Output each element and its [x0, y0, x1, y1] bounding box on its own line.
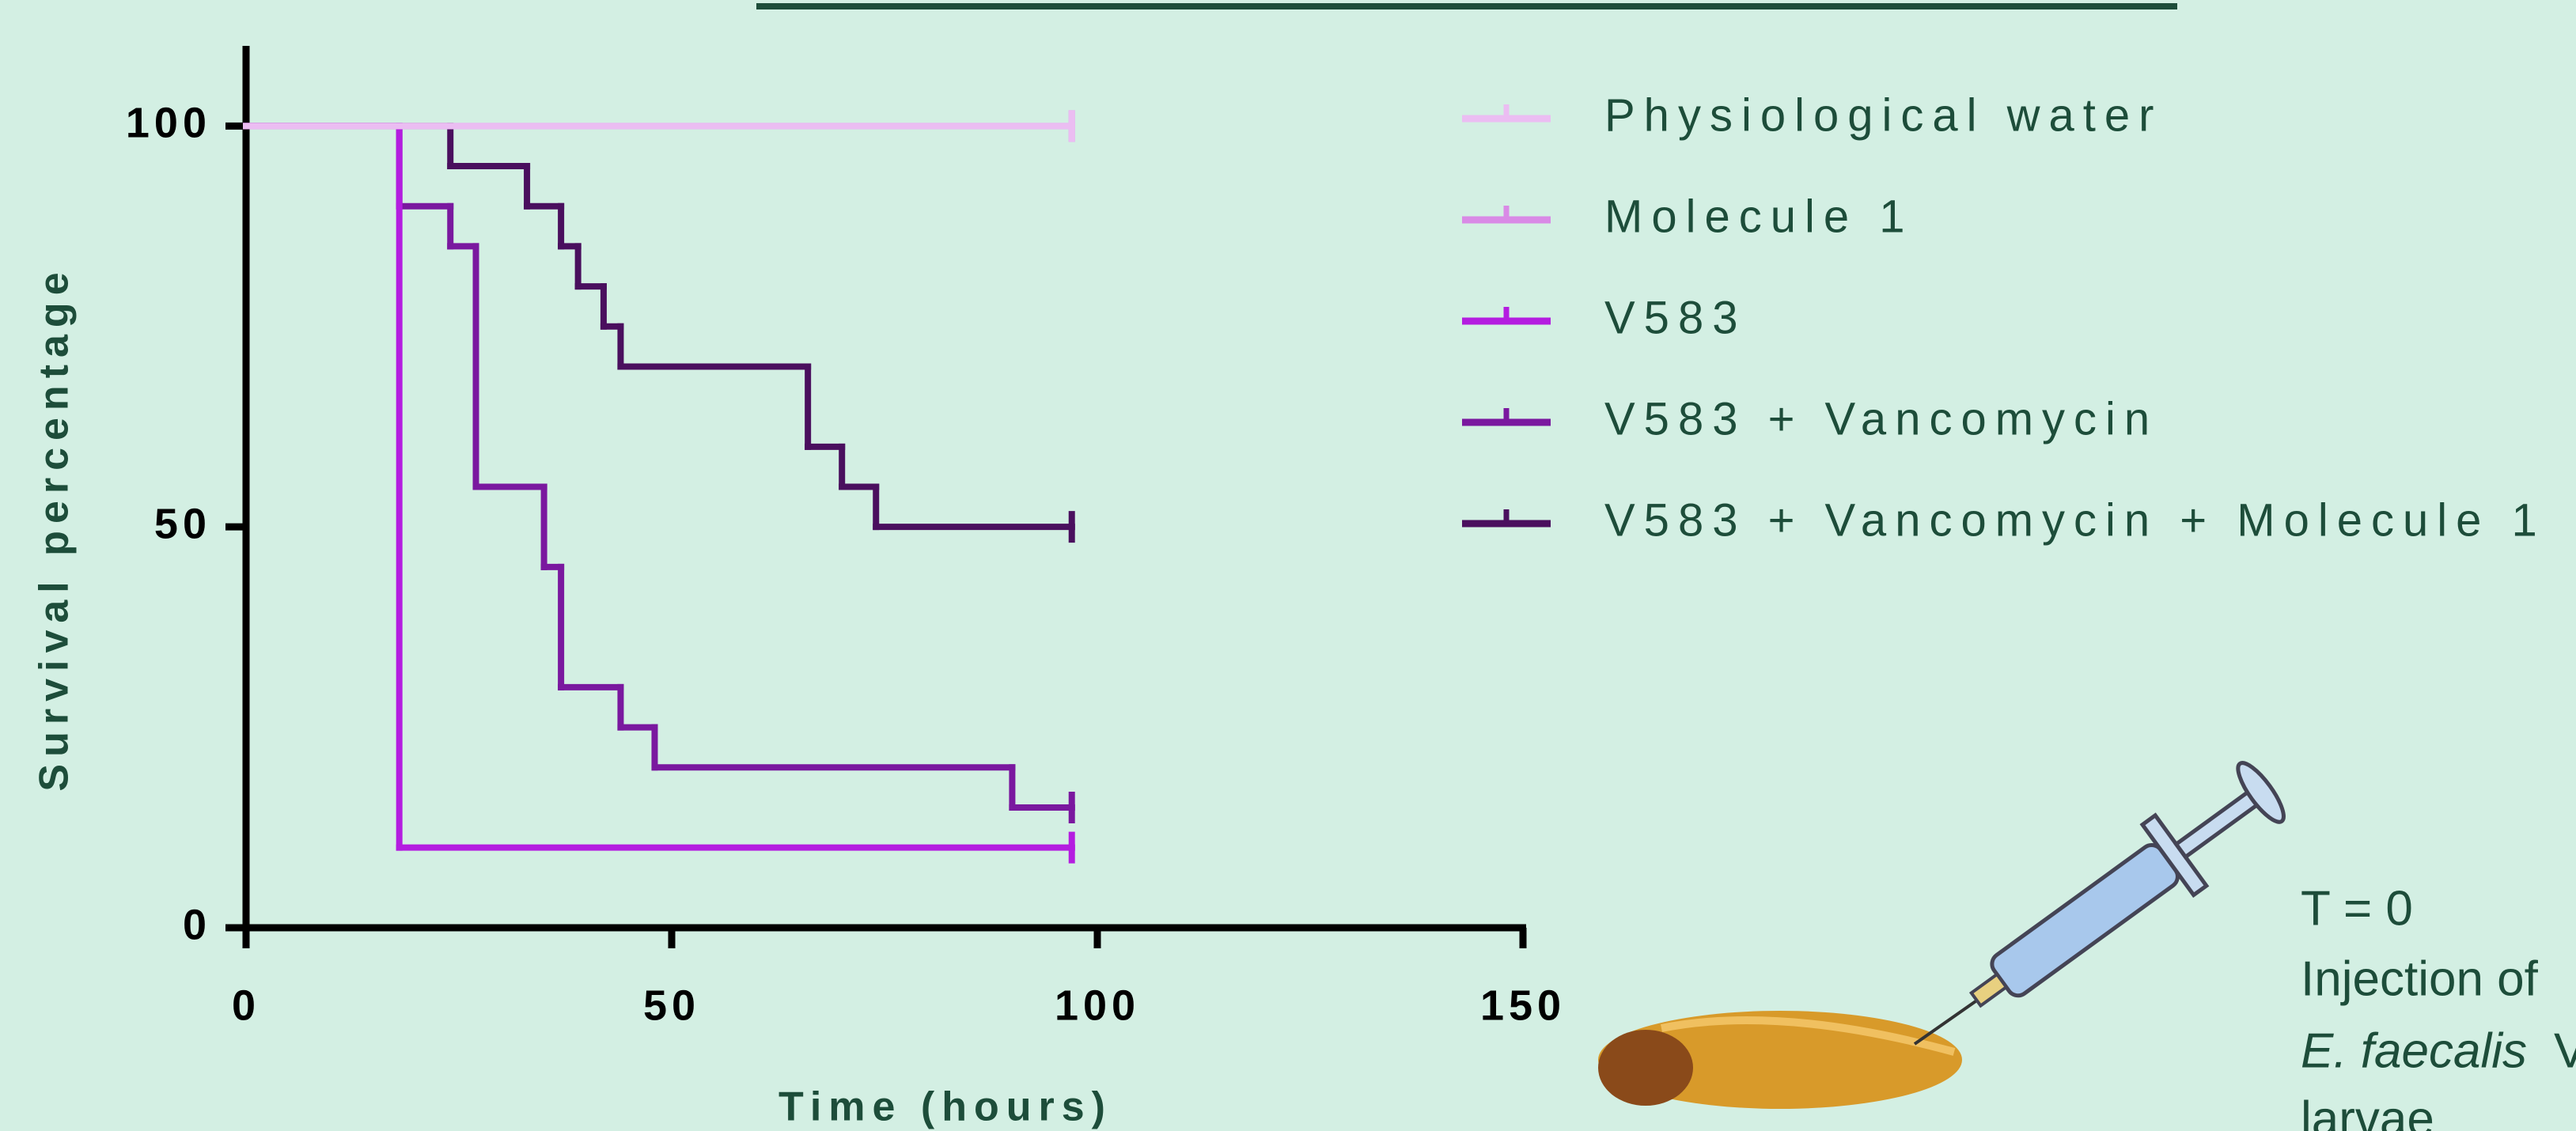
annotation: Injection of: [2301, 951, 2539, 1006]
x-tick-label: 100: [1055, 982, 1140, 1029]
x-tick-label: 50: [643, 982, 700, 1029]
annotation: larvae: [2301, 1091, 2434, 1131]
chart: Time (hours) Survival percentage T = 0 I…: [0, 0, 2576, 1131]
y-tick-label: 100: [126, 100, 211, 147]
annotation: E. faecalis: [2301, 1023, 2527, 1078]
x-tick-label: 150: [1480, 982, 1566, 1029]
y-tick-label: 50: [154, 500, 211, 547]
annotation: T = 0: [2301, 881, 2413, 936]
legend-label: V583: [1604, 292, 1746, 343]
legend-label: Physiological water: [1604, 89, 2162, 141]
y-tick-label: 0: [183, 901, 211, 948]
annotation: V: [2554, 1023, 2576, 1078]
x-tick-label: 0: [232, 982, 260, 1029]
larva: [1598, 1011, 1962, 1109]
x-axis-title: Time (hours): [778, 1084, 1112, 1130]
legend-label: Molecule 1: [1604, 191, 1913, 242]
syringe: [1915, 751, 2295, 1044]
y-axis-title: Survival percentage: [32, 265, 78, 791]
legend-label: V583 + Vancomycin + Molecule 1: [1604, 494, 2546, 546]
legend-label: V583 + Vancomycin: [1604, 393, 2158, 444]
